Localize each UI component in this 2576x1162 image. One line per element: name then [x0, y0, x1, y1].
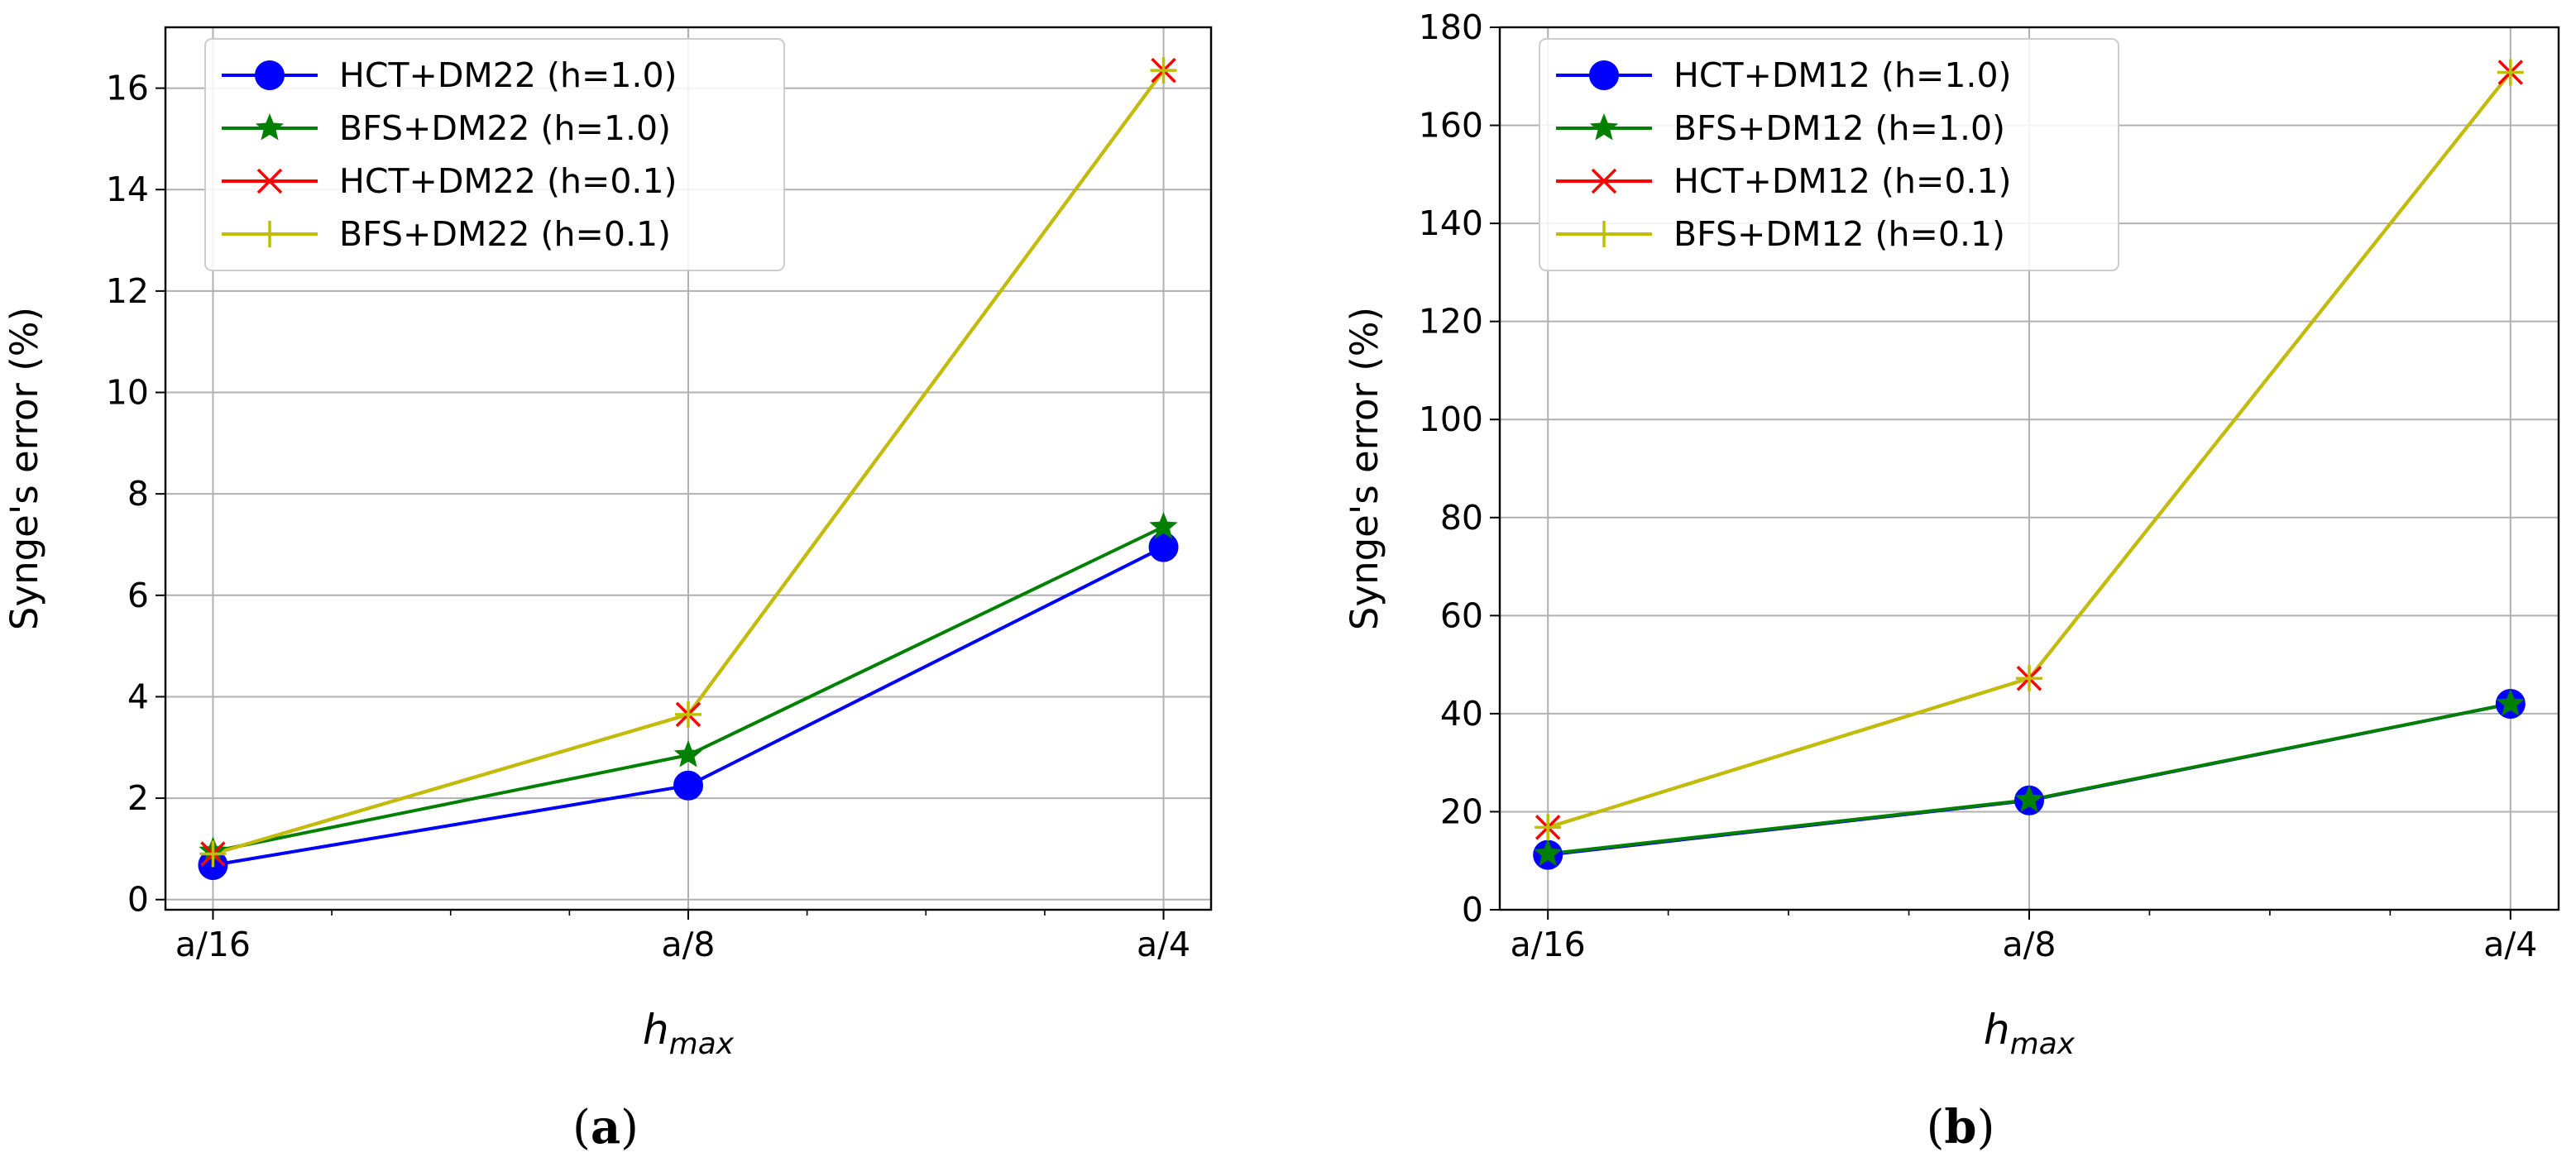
- legend-marker: [256, 168, 283, 194]
- y-tick-label: 160: [1419, 106, 1483, 146]
- caption-letter: b: [1944, 1100, 1976, 1155]
- legend-box: [204, 38, 785, 271]
- panel-b: 0 20 40 60 80 100 120 140 160 180 a/16 a/8 a/4 HCT+DM…: [1343, 7, 2560, 1155]
- data-point: [2014, 785, 2044, 812]
- y-axis-label: Synge's error (%): [1343, 307, 1386, 630]
- legend-label: HCT+DM12 (h=1.0): [1673, 55, 2012, 95]
- data-point: [1148, 532, 1179, 562]
- y-tick-label: 8: [127, 474, 149, 514]
- data-point: [2497, 59, 2524, 86]
- x-axis-label-main: h: [1984, 1006, 2010, 1054]
- caption-close-paren: ): [1977, 1101, 1995, 1155]
- legend-box: [1539, 38, 2119, 271]
- y-tick-label: 140: [1419, 203, 1483, 243]
- data-point: [199, 840, 227, 868]
- y-tick-label: 4: [127, 677, 149, 716]
- y-tick-label: 14: [106, 170, 149, 209]
- legend-marker: [1591, 168, 1617, 194]
- legend-marker: [255, 112, 285, 141]
- data-point: [1149, 511, 1178, 539]
- y-tick-label: 6: [127, 576, 149, 615]
- y-tick-label: 180: [1419, 7, 1483, 47]
- panel-caption: (a): [572, 1100, 639, 1155]
- legend-label: HCT+DM22 (h=0.1): [339, 161, 678, 201]
- y-tick-label: 2: [127, 778, 149, 818]
- y-tick-label: 0: [1462, 890, 1483, 930]
- y-tick-label: 12: [106, 271, 149, 311]
- y-tick-label: 120: [1419, 302, 1483, 342]
- y-tick-label: 100: [1419, 399, 1483, 439]
- data-point: [673, 770, 703, 801]
- y-tick-label: 16: [106, 69, 149, 108]
- caption-close-paren: ): [620, 1101, 639, 1155]
- legend-marker: [255, 60, 285, 90]
- data-point: [1534, 839, 1563, 867]
- data-point: [675, 701, 701, 728]
- data-point: [2016, 665, 2042, 692]
- caption-open-paren: (: [1927, 1101, 1945, 1155]
- y-tick-label: 10: [106, 373, 149, 413]
- x-tick-label: a/4: [1137, 925, 1190, 964]
- y-tick-label: 20: [1440, 791, 1483, 831]
- panel-caption: (b): [1927, 1100, 1995, 1155]
- legend-marker: [1591, 221, 1617, 247]
- legend-label: BFS+DM12 (h=0.1): [1673, 214, 2005, 254]
- x-tick-label: a/4: [2483, 925, 2537, 964]
- x-axis-label-sub: max: [669, 1027, 735, 1061]
- x-axis-label: hmax: [643, 1006, 735, 1061]
- data-point: [673, 739, 703, 767]
- legend-marker: [1589, 112, 1619, 141]
- x-tick-label: a/16: [1511, 925, 1586, 964]
- y-tick-label: 80: [1440, 498, 1483, 538]
- x-tick-label: a/16: [175, 925, 251, 964]
- panel-a: 0 2 4 6 8 10 12 14 16 a/16 a/8 a/4 HCT+DM22 (h=1.0) B…: [2, 26, 1213, 1155]
- axes-frame: [164, 26, 1213, 911]
- legend-label: HCT+DM22 (h=1.0): [339, 55, 678, 95]
- legend-label: HCT+DM12 (h=0.1): [1673, 161, 2012, 201]
- data-point: [2496, 688, 2525, 716]
- caption-open-paren: (: [572, 1101, 591, 1155]
- y-tick-label: 40: [1440, 694, 1483, 734]
- caption-letter: a: [591, 1100, 620, 1155]
- y-tick-label: 0: [127, 880, 149, 920]
- y-tick-label: 60: [1440, 595, 1483, 635]
- x-axis-label: hmax: [1984, 1006, 2076, 1061]
- legend-marker: [256, 221, 283, 247]
- x-axis-label-main: h: [643, 1006, 669, 1054]
- x-axis-label-sub: max: [2010, 1027, 2076, 1061]
- legend-label: BFS+DM22 (h=0.1): [339, 214, 671, 254]
- data-point: [1535, 814, 1562, 841]
- axes-frame: [1498, 26, 2560, 911]
- data-point: [1150, 57, 1177, 84]
- legend-marker: [1589, 60, 1619, 90]
- y-axis-label: Synge's error (%): [2, 307, 46, 630]
- x-tick-label: a/8: [2002, 925, 2056, 964]
- x-tick-label: a/8: [661, 925, 715, 964]
- legend-label: BFS+DM22 (h=1.0): [339, 108, 671, 148]
- legend-label: BFS+DM12 (h=1.0): [1673, 108, 2005, 148]
